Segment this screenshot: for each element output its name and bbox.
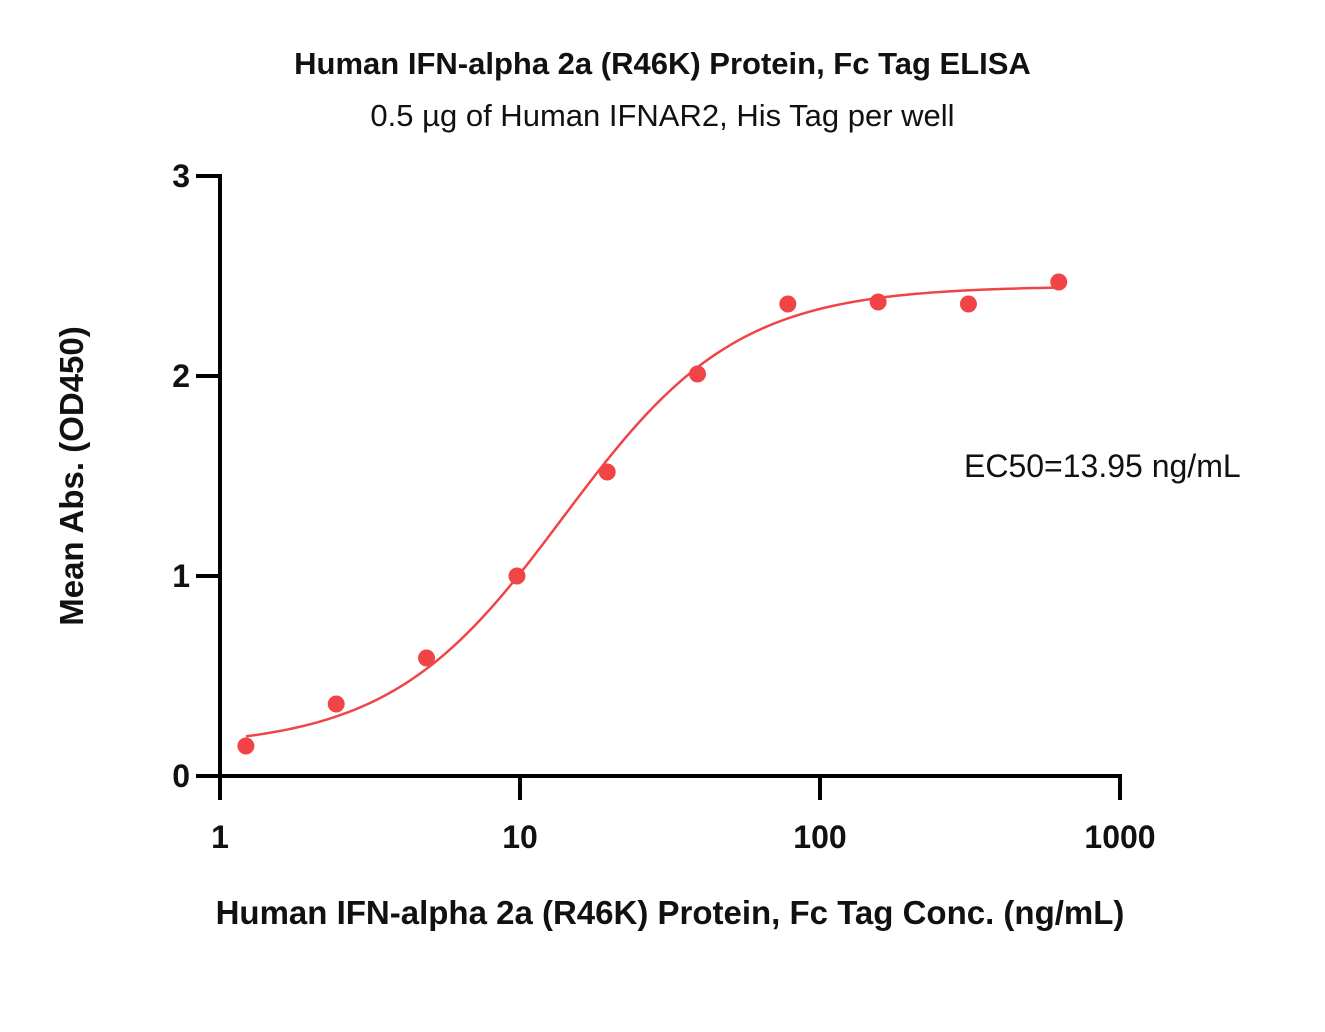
y-tick-label: 1 <box>172 558 190 594</box>
data-point <box>237 737 255 755</box>
x-tick-label: 1000 <box>1084 819 1155 855</box>
data-point <box>869 293 887 311</box>
y-tick-label: 0 <box>172 758 190 794</box>
y-tick-label: 3 <box>172 158 190 194</box>
chart-title: Human IFN-alpha 2a (R46K) Protein, Fc Ta… <box>294 46 1031 81</box>
ec50-annotation: EC50=13.95 ng/mL <box>964 448 1241 484</box>
data-point <box>598 463 616 481</box>
data-point <box>959 295 977 313</box>
x-tick-label: 100 <box>793 819 846 855</box>
y-tick-label: 2 <box>172 358 190 394</box>
data-point <box>1050 273 1068 291</box>
data-point <box>508 567 526 585</box>
data-point <box>418 649 436 667</box>
x-tick-label: 10 <box>502 819 538 855</box>
x-axis-title: Human IFN-alpha 2a (R46K) Protein, Fc Ta… <box>215 894 1125 931</box>
x-tick-label: 1 <box>211 819 229 855</box>
data-point <box>779 295 797 313</box>
chart-subtitle: 0.5 µg of Human IFNAR2, His Tag per well <box>370 98 955 133</box>
data-point <box>327 695 345 713</box>
data-point <box>689 365 707 383</box>
fit-curve <box>245 286 1059 738</box>
y-axis-title: Mean Abs. (OD450) <box>53 326 90 626</box>
